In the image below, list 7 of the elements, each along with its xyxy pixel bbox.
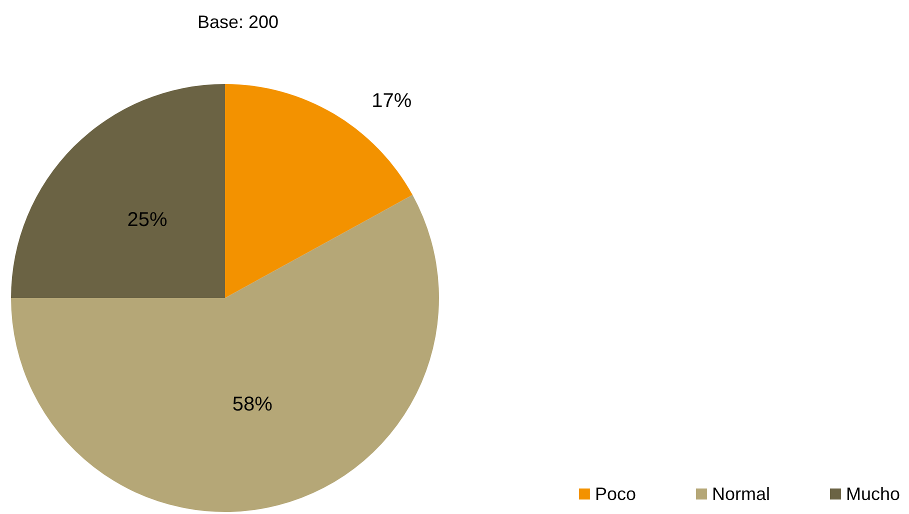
legend-label: Normal <box>712 484 770 504</box>
data-label: 17% <box>372 90 412 112</box>
legend-label: Mucho <box>846 484 900 504</box>
data-label: 58% <box>232 394 273 416</box>
chart-title: Base: 200 <box>197 12 279 32</box>
legend-label: Poco <box>594 484 636 504</box>
data-label: 25% <box>127 209 168 232</box>
